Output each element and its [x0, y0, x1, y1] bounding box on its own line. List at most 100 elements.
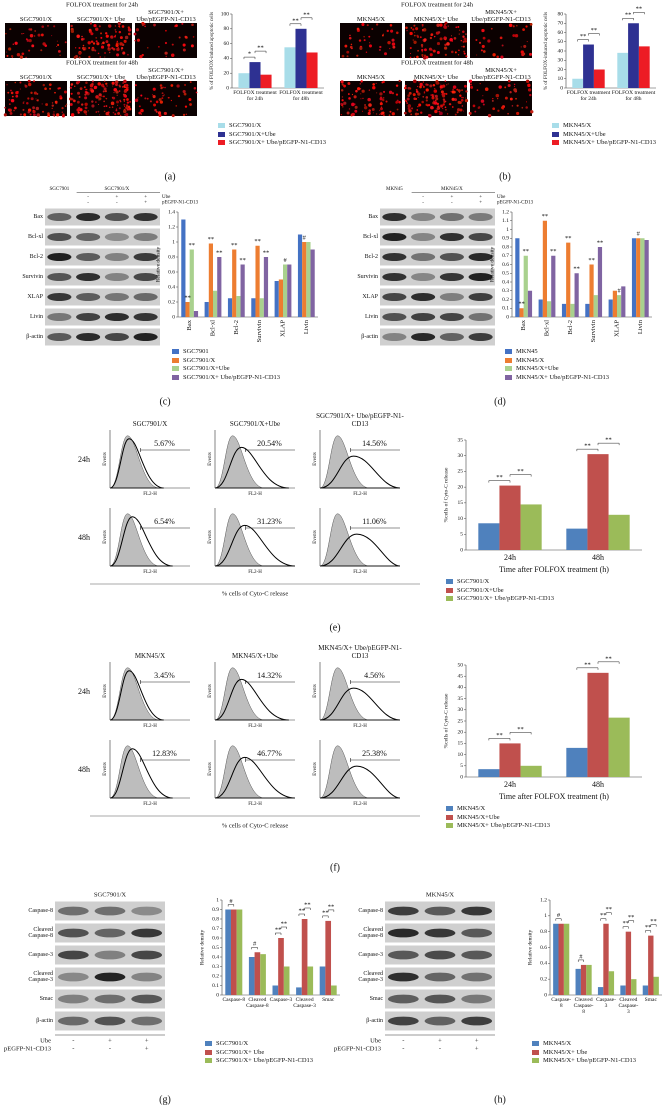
panel-label: (d) [494, 396, 506, 407]
significance: # [579, 953, 583, 960]
treatment-sign: - [402, 1037, 404, 1044]
x-tick-label: 48h [592, 780, 604, 789]
cell [356, 54, 359, 57]
significance: ** [328, 903, 335, 910]
significance-bracket [227, 904, 235, 907]
micrograph-caption: MKN45/X+ Ube/pEGFP-N1-CD13 [471, 67, 531, 81]
blot-band [411, 273, 436, 281]
significance: * [248, 51, 251, 58]
blot-strip [45, 248, 160, 266]
cell [104, 56, 106, 58]
significance: ** [517, 726, 524, 733]
significance: # [637, 231, 641, 238]
cell [351, 93, 354, 96]
axis-label: FL2-H [353, 724, 367, 729]
cell [479, 82, 481, 85]
treatment-sign: - [422, 195, 424, 200]
cell [375, 82, 377, 85]
cell [117, 21, 122, 26]
cell [364, 104, 366, 106]
cell [48, 83, 52, 87]
cell [340, 89, 344, 92]
cell [513, 83, 516, 86]
blot-band [387, 928, 419, 938]
cell [118, 30, 122, 34]
x-tick-label: FOLFOX treatment for 48h [611, 90, 656, 102]
y-tick-label: 0.3 [502, 288, 509, 294]
cell [158, 113, 162, 117]
row-label: 48h [78, 533, 90, 542]
legend-item: SGC7901/X+Ube [218, 131, 336, 139]
y-tick-label: 0.6 [540, 945, 547, 951]
cell [105, 105, 108, 107]
axis-label: FL2-H [143, 724, 157, 729]
cell [408, 109, 412, 113]
cell [137, 97, 139, 99]
cell [372, 83, 375, 86]
cell [105, 112, 109, 116]
legend-item: MKN45/X [446, 805, 646, 813]
cell [409, 56, 412, 59]
bar [263, 257, 269, 317]
cell [33, 113, 36, 117]
cell [123, 100, 125, 103]
cell [498, 85, 502, 89]
cell [44, 87, 47, 90]
cell [125, 104, 129, 107]
micrograph-title: FOLFOX treatment for 24h [66, 1, 139, 8]
cell [458, 33, 460, 35]
micrograph-caption-frame: MKN45/X [357, 74, 385, 81]
micrograph-caption-frame: SGC7901/X+ Ube [77, 16, 125, 23]
cell [103, 110, 106, 113]
y-tick-label: 45 [458, 673, 464, 679]
bar [236, 296, 241, 317]
bar [307, 966, 314, 995]
cell [122, 51, 126, 55]
cell [406, 97, 410, 101]
cell [101, 43, 103, 45]
cell [369, 42, 371, 44]
cell [481, 28, 485, 33]
cell [167, 96, 170, 99]
legend-swatch [505, 366, 512, 371]
blot-row-label: Cleaved Caspase-3 [358, 970, 383, 984]
y-tick-label: 1 [544, 913, 547, 919]
cell [425, 88, 429, 92]
histogram-sample [109, 670, 164, 721]
cell [436, 23, 440, 27]
significance-bracket [243, 56, 256, 60]
cell [382, 80, 385, 84]
cell [450, 50, 454, 54]
y-tick-label: 0.4 [540, 961, 547, 967]
cell [23, 32, 25, 35]
histogram-control [109, 435, 160, 489]
cell [476, 54, 478, 56]
cell [435, 97, 439, 101]
cell [447, 83, 449, 85]
x-tick-label: 24h [504, 780, 516, 789]
cell [442, 103, 445, 106]
blot-row-label-frame: Bcl-xl [28, 234, 43, 240]
significance: ** [591, 27, 598, 34]
blot-band [76, 253, 101, 261]
blot-band [387, 950, 419, 960]
cell [70, 24, 73, 28]
blot-header: MKN45/X [441, 187, 463, 192]
cell [85, 88, 88, 91]
cell [51, 104, 54, 107]
cell [10, 98, 15, 103]
bar [278, 938, 284, 995]
cell [123, 98, 126, 101]
cell [164, 86, 166, 89]
cell [115, 83, 118, 87]
gate-percent: 14.56% [362, 439, 387, 448]
bar [636, 238, 641, 317]
y-tick-label: 0.9 [502, 236, 509, 242]
legend-label: MKN45/X+ Ube [543, 1048, 588, 1056]
blot-row-label: Livin [30, 313, 43, 320]
cell [22, 102, 25, 104]
treatment-sign: + [475, 1045, 479, 1052]
cell [360, 98, 362, 100]
blot-band [387, 906, 419, 916]
